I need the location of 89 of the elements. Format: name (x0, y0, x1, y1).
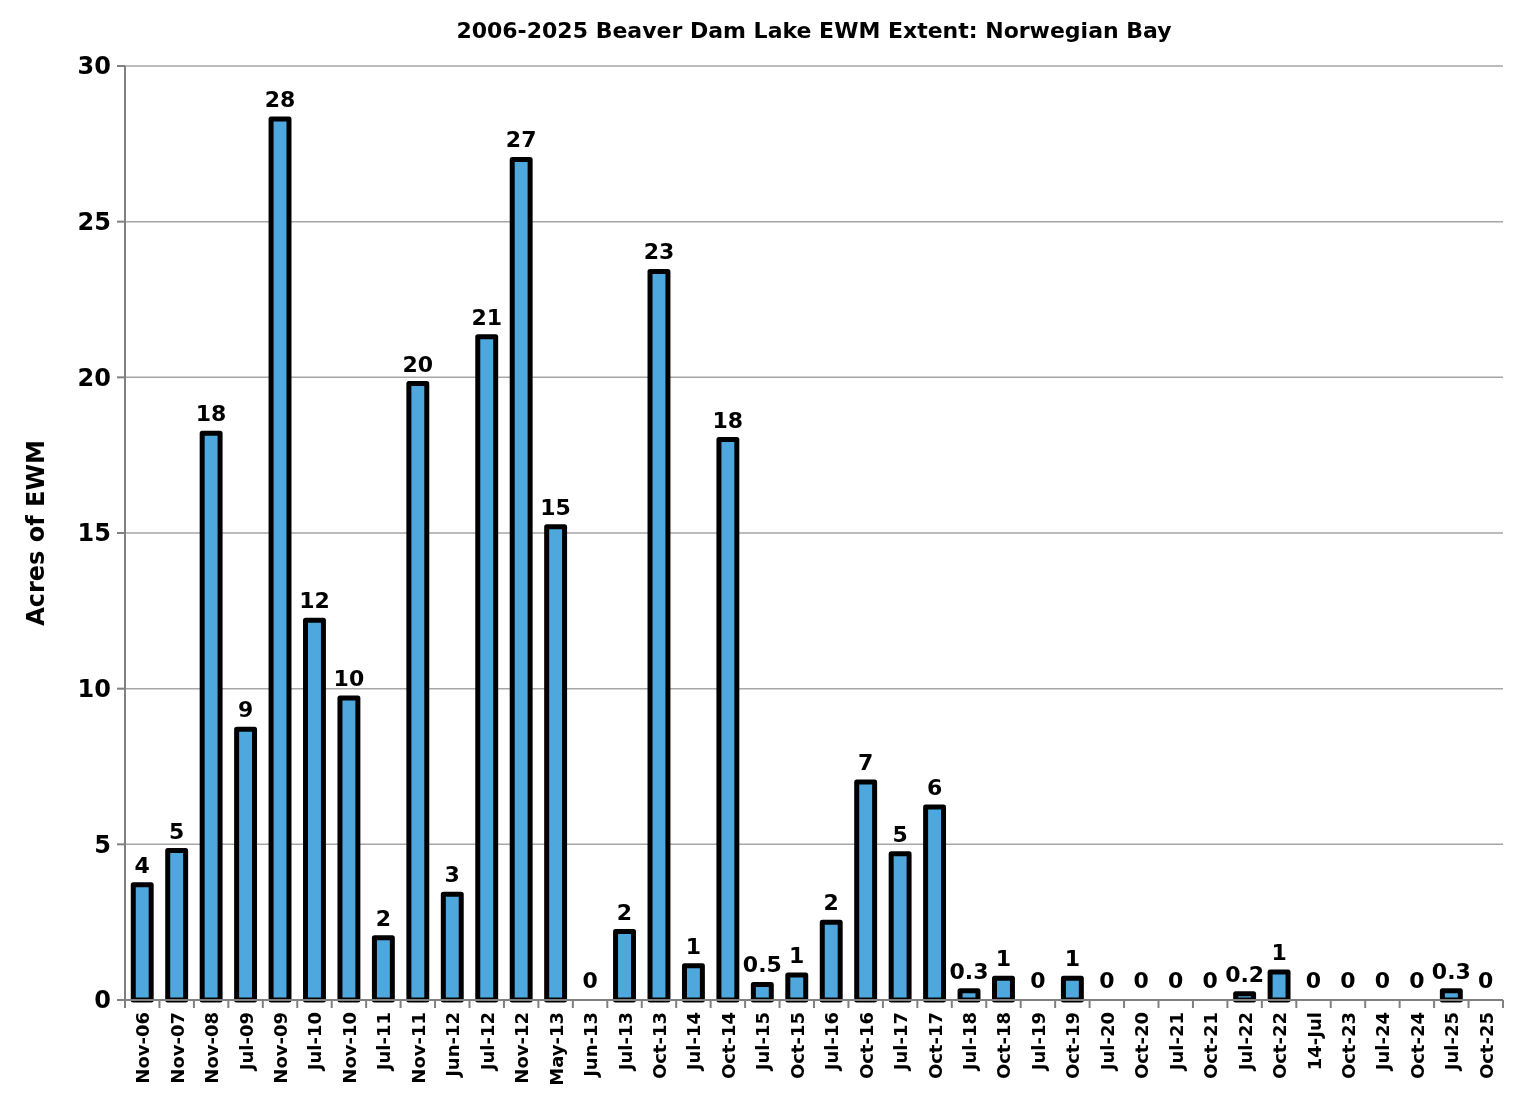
data-label: 0 (1409, 968, 1425, 993)
x-tick-label: Oct-25 (1475, 1012, 1497, 1080)
x-tick-label: Oct-13 (648, 1012, 670, 1080)
data-label: 2 (823, 890, 839, 916)
data-label: 0 (1478, 968, 1494, 993)
x-tick-label: Nov-12 (511, 1012, 533, 1084)
data-label: 0 (1202, 968, 1218, 993)
x-tick-label: Oct-16 (855, 1012, 877, 1080)
data-label: 5 (892, 821, 908, 847)
x-tick-label: Oct-19 (1062, 1012, 1084, 1080)
data-label: 27 (505, 127, 537, 153)
data-label: 1 (789, 943, 805, 969)
x-tick-label: Jul-14 (683, 1012, 705, 1073)
x-tick-label: Nov-08 (201, 1012, 223, 1084)
x-tick-label: Jul-15 (752, 1012, 774, 1073)
data-label: 0 (1340, 968, 1356, 993)
y-tick-label: 5 (94, 830, 111, 859)
x-tick-label: Jul-21 (1165, 1012, 1187, 1073)
x-tick-label: Jun-13 (580, 1012, 602, 1079)
data-label: 10 (333, 666, 365, 692)
x-tick-label: Oct-20 (1131, 1012, 1153, 1080)
data-label: 2 (375, 905, 392, 931)
data-label: 1 (1064, 946, 1081, 972)
x-tick-label: Jul-18 (959, 1012, 981, 1073)
x-tick-label: Nov-11 (407, 1012, 429, 1084)
x-tick-label: 14-Jul (1303, 1012, 1325, 1071)
data-label: 15 (540, 494, 571, 520)
x-tick-label: Jul-11 (373, 1012, 395, 1073)
data-label: 18 (712, 407, 744, 433)
data-label: 5 (169, 818, 185, 844)
data-label: 9 (237, 697, 254, 723)
data-label: 18 (195, 401, 227, 427)
x-tick-label: Oct-24 (1406, 1012, 1428, 1080)
data-label: 0 (1305, 968, 1322, 993)
x-tick-label: Jul-19 (1027, 1012, 1049, 1073)
data-label: 1 (685, 933, 702, 959)
y-tick-label: 0 (94, 986, 111, 1015)
data-label: 0 (582, 968, 598, 993)
data-label: 0 (1374, 968, 1391, 993)
data-label: 2 (616, 899, 633, 925)
x-tick-label: Jul-12 (476, 1012, 498, 1073)
data-label: 0 (1099, 968, 1115, 993)
y-tick-label: 15 (77, 519, 111, 548)
data-label: 0.3 (949, 958, 989, 984)
data-label: 4 (134, 852, 150, 878)
x-tick-label: Oct-14 (717, 1012, 739, 1080)
x-tick-label: Oct-18 (993, 1012, 1015, 1080)
y-axis-title: Acres of EWM (22, 440, 50, 626)
y-tick-label: 25 (77, 208, 111, 237)
x-tick-label: Jul-16 (821, 1012, 843, 1073)
x-tick-label: Jul-25 (1441, 1012, 1463, 1073)
data-label: 28 (264, 86, 296, 112)
x-tick-label: Jul-22 (1234, 1012, 1256, 1073)
x-tick-label: Oct-23 (1337, 1012, 1359, 1080)
x-tick-label: Oct-21 (1200, 1012, 1222, 1080)
x-tick-label: Jul-13 (614, 1012, 636, 1073)
x-tick-label: Jul-17 (890, 1012, 912, 1073)
data-label: 7 (858, 750, 874, 776)
data-label: 0.5 (742, 952, 782, 978)
y-tick-label: 30 (77, 52, 111, 81)
data-label: 20 (402, 351, 434, 377)
x-tick-label: Nov-06 (132, 1012, 154, 1084)
x-tick-label: Jul-10 (304, 1012, 326, 1073)
data-label: 1 (995, 946, 1012, 972)
x-tick-label: Nov-07 (166, 1012, 188, 1084)
data-label: 3 (444, 862, 460, 888)
data-label: 21 (471, 304, 503, 330)
x-tick-label: Oct-22 (1269, 1012, 1291, 1080)
x-tick-label: Oct-17 (924, 1012, 946, 1080)
data-label: 0.3 (1431, 958, 1471, 984)
x-tick-label: Jun-12 (442, 1012, 464, 1079)
chart-title: 2006-2025 Beaver Dam Lake EWM Extent: Norwegian Bay (456, 18, 1172, 43)
data-label: 23 (643, 239, 675, 265)
x-tick-label: Jul-09 (235, 1012, 257, 1073)
data-label: 0 (1168, 968, 1184, 993)
y-tick-label: 10 (77, 675, 111, 704)
y-tick-label: 20 (77, 363, 111, 392)
x-tick-label: Oct-15 (786, 1012, 808, 1080)
x-tick-label: Jul-20 (1096, 1012, 1118, 1073)
data-label: 0 (1030, 968, 1046, 993)
data-label: 1 (1271, 939, 1287, 965)
data-label: 6 (926, 774, 943, 800)
data-label: 12 (299, 588, 330, 614)
x-tick-label: Nov-10 (338, 1012, 360, 1084)
data-label: 0 (1133, 968, 1149, 993)
x-tick-label: Nov-09 (270, 1012, 292, 1084)
x-tick-label: Jul-24 (1372, 1012, 1394, 1073)
x-tick-label: May-13 (545, 1012, 567, 1086)
data-label: 0.2 (1225, 961, 1265, 987)
